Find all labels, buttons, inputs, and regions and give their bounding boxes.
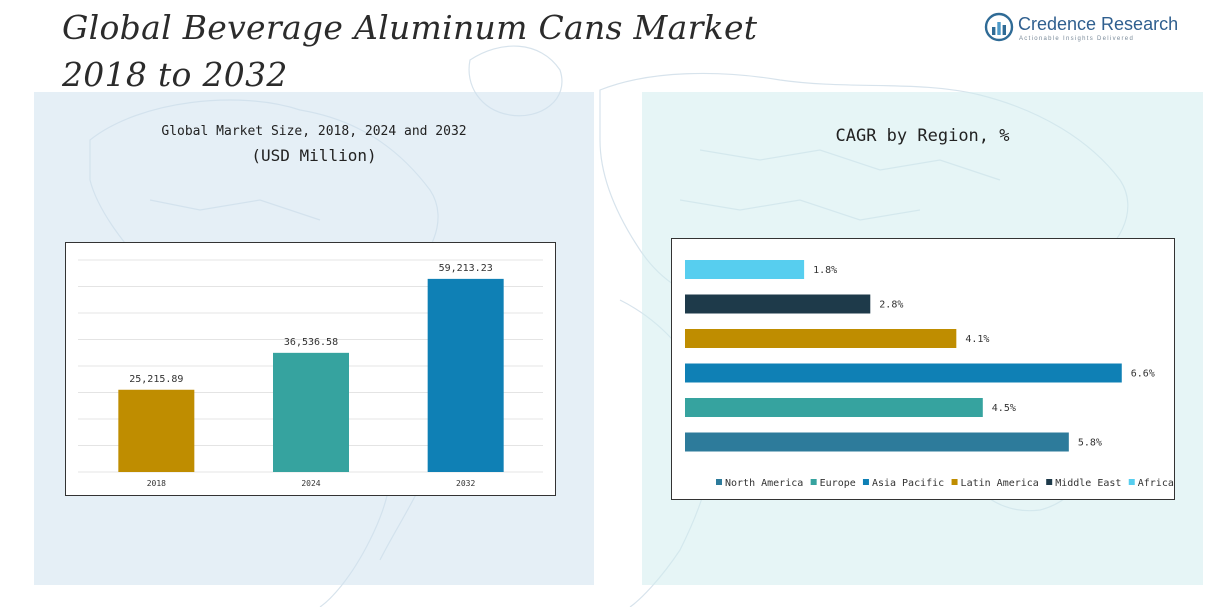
bar-value-label-2024: 36,536.58 xyxy=(284,337,338,348)
market-size-bar-chart: 25,215.89 2018 36,536.58 2024 59,213.23 2032 xyxy=(78,259,543,488)
bar-value-label-2018: 25,215.89 xyxy=(129,374,183,385)
x-tick-label-2032: 2032 xyxy=(456,479,475,488)
cagr-horizontal-bar-chart: 1.8% 2.8% 4.1% 6.6% 4.5% 5.8% North America Eur… xyxy=(685,260,1174,489)
bar-chart-circle-icon xyxy=(984,12,1014,42)
bar-value-label-asia-pacific: 6.6% xyxy=(1131,369,1155,380)
market-size-chart-frame: 25,215.89 2018 36,536.58 2024 59,213.23 2032 xyxy=(65,242,556,496)
cagr-chart-frame: 1.8% 2.8% 4.1% 6.6% 4.5% 5.8% North America Eur… xyxy=(671,238,1175,500)
legend-label-africa: Africa xyxy=(1138,478,1174,489)
legend-label-latin-america: Latin America xyxy=(961,478,1039,489)
bar-value-label-2032: 59,213.23 xyxy=(439,263,493,274)
legend-swatch-asia-pacific xyxy=(862,479,869,485)
bar-north-america xyxy=(685,432,1069,452)
bar-value-label-north-america: 5.8% xyxy=(1078,438,1102,449)
market-size-chart-title: Global Market Size, 2018, 2024 and 2032 xyxy=(161,124,467,139)
bar-2032 xyxy=(427,278,504,472)
legend-label-europe: Europe xyxy=(820,478,856,489)
legend-label-asia-pacific: Asia Pacific xyxy=(872,478,944,489)
bar-asia-pacific xyxy=(685,363,1122,383)
bar-value-label-middle-east: 2.8% xyxy=(879,300,903,311)
bar-middle-east xyxy=(685,294,871,314)
cagr-legend: North America Europe Asia Pacific Latin Ame… xyxy=(716,478,1174,489)
legend-label-north-america: North America xyxy=(725,478,803,489)
bar-value-label-europe: 4.5% xyxy=(992,403,1016,414)
logo-name: Credence Research xyxy=(1018,14,1179,34)
page-title-line1: Global Beverage Aluminum Cans Market xyxy=(62,8,758,47)
page-title: Global Beverage Aluminum Cans Market 201… xyxy=(62,4,757,98)
bar-value-label-latin-america: 4.1% xyxy=(965,334,989,345)
legend-label-middle-east: Middle East xyxy=(1055,478,1121,489)
x-tick-label-2018: 2018 xyxy=(147,479,166,488)
x-tick-label-2024: 2024 xyxy=(301,479,320,488)
bar-europe xyxy=(685,398,983,417)
bar-2024 xyxy=(273,352,349,472)
page-title-line2: 2018 to 2032 xyxy=(62,55,288,94)
bar-2018 xyxy=(118,389,195,472)
bar-value-label-africa: 1.8% xyxy=(813,265,837,276)
legend-swatch-middle-east xyxy=(1046,479,1053,485)
bar-latin-america xyxy=(685,329,957,348)
legend-swatch-europe xyxy=(810,479,817,485)
legend-swatch-north-america xyxy=(716,479,722,485)
logo-tagline: Actionable Insights Delivered xyxy=(1019,36,1135,42)
bar-africa xyxy=(685,260,805,279)
credence-research-logo: Credence Research Actionable Insights De… xyxy=(984,12,1184,46)
cagr-chart-title: CAGR by Region, % xyxy=(835,126,1010,146)
legend-swatch-africa xyxy=(1128,479,1135,485)
market-size-unit-label: (USD Million) xyxy=(251,146,377,165)
legend-swatch-latin-america xyxy=(951,479,958,485)
